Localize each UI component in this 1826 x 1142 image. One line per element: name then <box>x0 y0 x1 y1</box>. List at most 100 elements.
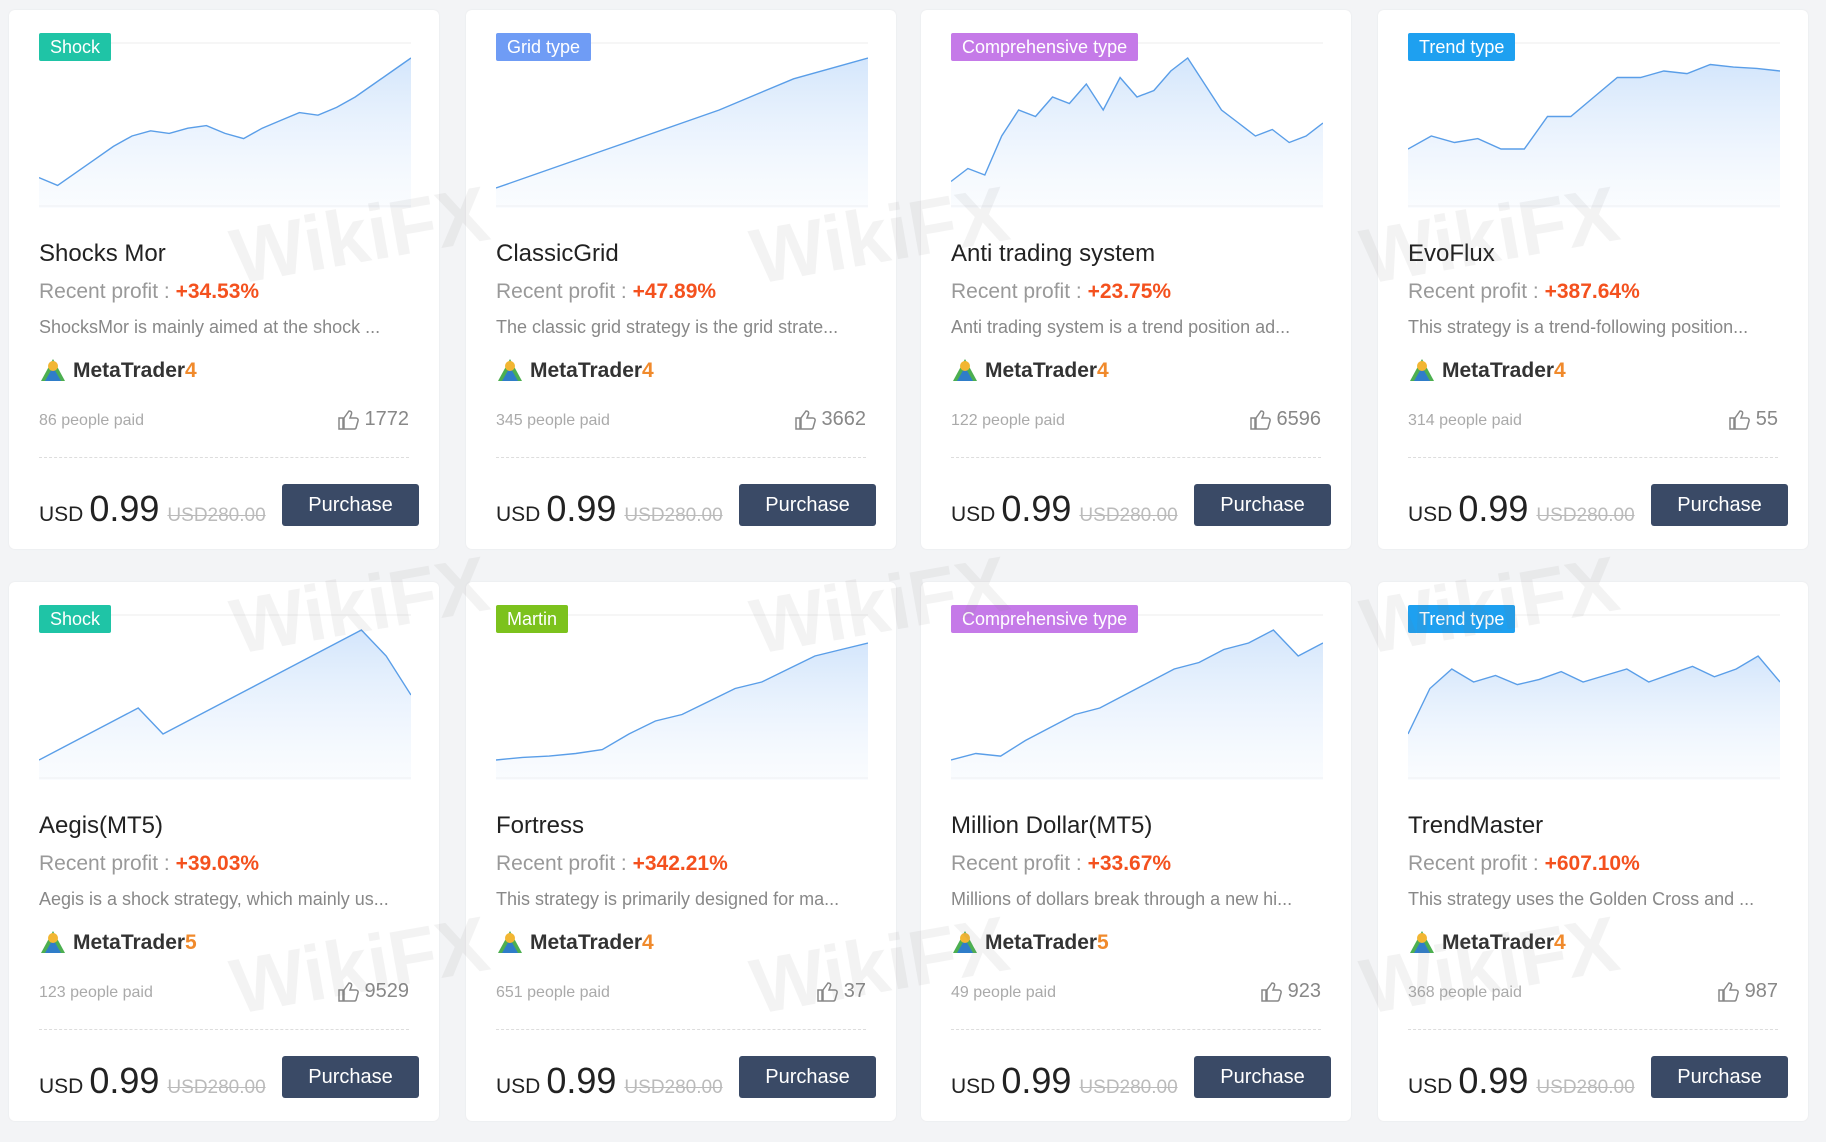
chart-line <box>496 57 868 189</box>
chart-line <box>39 57 411 187</box>
strategy-card[interactable]: Trend type EvoFlux Recent profit : +387.64… <box>1378 10 1808 549</box>
price: 0.99 <box>546 488 617 529</box>
purchase-button[interactable]: Purchase <box>739 484 876 526</box>
profit-row: Recent profit : +34.53% <box>39 280 259 304</box>
icon-part <box>1417 361 1427 371</box>
divider <box>1408 1029 1778 1030</box>
profit-row: Recent profit : +33.67% <box>951 852 1171 876</box>
purchase-button[interactable]: Purchase <box>1194 1056 1331 1098</box>
title: ClassicGrid <box>496 240 619 267</box>
profit-row: Recent profit : +39.03% <box>39 852 259 876</box>
profit-label: Recent profit : <box>1408 280 1539 303</box>
old-price: USD280.00 <box>167 1077 266 1098</box>
paid-count: 314 people paid <box>1408 412 1522 429</box>
price-row: USD 0.99 USD280.00 <box>1408 1060 1635 1102</box>
likes[interactable]: 987 <box>1717 980 1778 1003</box>
platform-icon <box>498 359 522 381</box>
profit-value: +23.75% <box>1087 280 1172 303</box>
divider <box>39 457 409 458</box>
like-count: 1772 <box>364 408 410 430</box>
strategy-card[interactable]: Comprehensive type Anti trading system Rec… <box>921 10 1351 549</box>
platform-name: MetaTrader <box>530 359 643 382</box>
price-row: USD 0.99 USD280.00 <box>951 488 1178 530</box>
old-price: USD280.00 <box>167 505 266 526</box>
price: 0.99 <box>1458 488 1529 529</box>
platform: MetaTrader 4 <box>39 357 197 385</box>
purchase-button[interactable]: Purchase <box>282 484 419 526</box>
icon-part <box>957 939 973 953</box>
likes[interactable]: 9529 <box>337 980 410 1003</box>
strategy-card[interactable]: Trend type TrendMaster Recent profit : +60… <box>1378 582 1808 1121</box>
purchase-button[interactable]: Purchase <box>1651 1056 1788 1098</box>
old-price: USD280.00 <box>624 505 723 526</box>
tag: Shock <box>39 33 112 61</box>
profit-chart <box>496 42 868 208</box>
profit-label: Recent profit : <box>496 852 627 875</box>
likes[interactable]: 1772 <box>337 408 410 431</box>
purchase-button[interactable]: Purchase <box>282 1056 419 1098</box>
likes[interactable]: 37 <box>816 980 866 1003</box>
like-icon <box>794 409 816 430</box>
price-row: USD 0.99 USD280.00 <box>496 1060 723 1102</box>
likes[interactable]: 3662 <box>794 408 866 431</box>
currency: USD <box>39 503 84 526</box>
likes[interactable]: 55 <box>1728 408 1778 431</box>
currency: USD <box>951 1075 996 1098</box>
platform: MetaTrader 4 <box>951 357 1109 385</box>
icon-part <box>502 939 518 953</box>
price-row: USD 0.99 USD280.00 <box>39 1060 266 1102</box>
strategy-card[interactable]: Shock Shocks Mor Recent profit : +34.53% Sh… <box>9 10 439 549</box>
platform-name: MetaTrader <box>1442 359 1555 382</box>
chart-area <box>951 58 1323 208</box>
platform-name: MetaTrader <box>985 931 1098 954</box>
platform-icon <box>41 359 65 381</box>
platform-name: MetaTrader <box>1442 931 1555 954</box>
strategy-card[interactable]: Shock Aegis(MT5) Recent profit : +39.03% Ae… <box>9 582 439 1121</box>
description: Anti trading system is a trend position … <box>951 317 1291 337</box>
chart-area <box>496 643 868 780</box>
icon-part <box>48 361 58 371</box>
price: 0.99 <box>546 1060 617 1101</box>
strategy-card[interactable]: Grid type ClassicGrid Recent profit : +47.… <box>466 10 896 549</box>
like-count: 9529 <box>364 980 410 1002</box>
purchase-button[interactable]: Purchase <box>739 1056 876 1098</box>
strategy-card[interactable]: Martin Fortress Recent profit : +342.21% Th… <box>466 582 896 1121</box>
platform: MetaTrader 5 <box>951 929 1109 957</box>
platform-name: MetaTrader <box>985 359 1098 382</box>
title: Anti trading system <box>951 240 1156 267</box>
description: The classic grid strategy is the grid st… <box>496 317 839 337</box>
profit-row: Recent profit : +387.64% <box>1408 280 1640 304</box>
chart-line <box>951 629 1323 761</box>
old-price: USD280.00 <box>1536 505 1635 526</box>
like-count: 923 <box>1287 980 1321 1002</box>
price-row: USD 0.99 USD280.00 <box>39 488 266 530</box>
likes[interactable]: 923 <box>1260 980 1321 1003</box>
like-icon <box>1249 409 1271 430</box>
profit-value: +33.67% <box>1087 852 1172 875</box>
tag: Shock <box>39 605 112 633</box>
profit-label: Recent profit : <box>496 280 627 303</box>
price-row: USD 0.99 USD280.00 <box>496 488 723 530</box>
like-count: 6596 <box>1276 408 1322 430</box>
title: Aegis(MT5) <box>39 812 164 839</box>
description: This strategy is a trend-following posit… <box>1408 317 1749 337</box>
strategy-card[interactable]: Comprehensive type Million Dollar(MT5) Rec… <box>921 582 1351 1121</box>
old-price: USD280.00 <box>1079 505 1178 526</box>
title: EvoFlux <box>1408 240 1495 267</box>
purchase-button[interactable]: Purchase <box>1651 484 1788 526</box>
icon-part <box>505 361 515 371</box>
likes[interactable]: 6596 <box>1249 408 1322 431</box>
paid-count: 122 people paid <box>951 412 1065 429</box>
chart-area <box>1408 656 1780 780</box>
platform: MetaTrader 4 <box>496 929 654 957</box>
chart-line <box>39 629 411 761</box>
chart-line <box>496 642 868 761</box>
like-icon <box>1717 981 1739 1002</box>
icon-part <box>960 933 970 943</box>
profit-row: Recent profit : +607.10% <box>1408 852 1640 876</box>
platform-version: 4 <box>642 931 654 954</box>
purchase-button[interactable]: Purchase <box>1194 484 1331 526</box>
platform-name: MetaTrader <box>73 359 186 382</box>
tag: Grid type <box>496 33 592 61</box>
